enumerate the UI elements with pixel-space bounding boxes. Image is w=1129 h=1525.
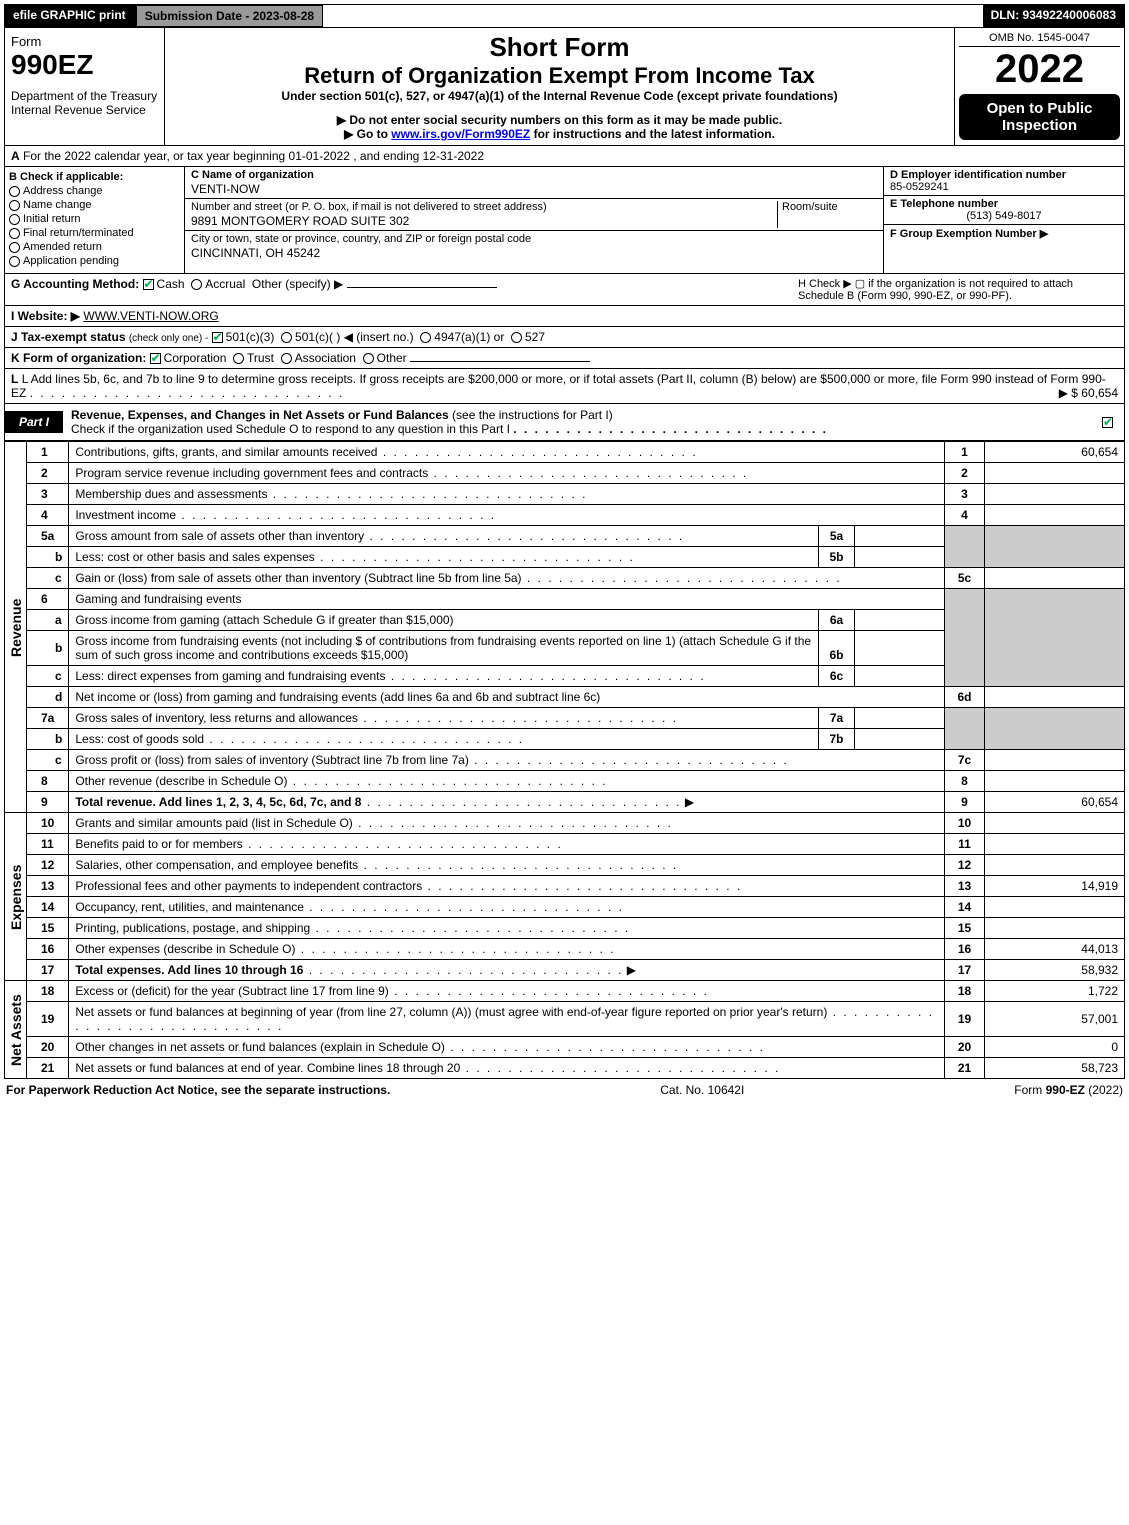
c-name-label: C Name of organization	[191, 169, 314, 181]
cb-address-change[interactable]: Address change	[9, 185, 180, 197]
ein-value: 85-0529241	[890, 181, 949, 193]
tax-year: 2022	[959, 47, 1120, 92]
cb-association[interactable]	[281, 353, 292, 364]
section-b: B Check if applicable: Address change Na…	[5, 167, 185, 273]
cb-schedule-o[interactable]	[1102, 417, 1113, 428]
room-suite-label: Room/suite	[777, 201, 877, 228]
header-goto: ▶ Go to www.irs.gov/Form990EZ for instru…	[175, 127, 944, 141]
cb-cash[interactable]	[143, 279, 154, 290]
part1-tab: Part I	[5, 411, 63, 433]
cb-corporation[interactable]	[150, 353, 161, 364]
irs-link[interactable]: www.irs.gov/Form990EZ	[391, 127, 530, 141]
efile-button[interactable]: efile GRAPHIC print	[5, 5, 136, 27]
part1-check-text: Check if the organization used Schedule …	[71, 422, 510, 436]
main-table: Revenue 1 Contributions, gifts, grants, …	[4, 441, 1125, 1079]
other-org-input[interactable]	[410, 361, 590, 362]
cb-final-return[interactable]: Final return/terminated	[9, 227, 180, 239]
total-expenses: 58,932	[985, 960, 1125, 981]
open-public-badge: Open to Public Inspection	[959, 94, 1120, 140]
header-right: OMB No. 1545-0047 2022 Open to Public In…	[954, 28, 1124, 145]
telephone-value: (513) 549-8017	[890, 210, 1118, 222]
line-a: A For the 2022 calendar year, or tax yea…	[4, 146, 1125, 167]
net-assets-eoy: 58,723	[985, 1058, 1125, 1079]
section-bcd: B Check if applicable: Address change Na…	[4, 167, 1125, 274]
section-def: D Employer identification number 85-0529…	[884, 167, 1124, 273]
c-street-label: Number and street (or P. O. box, if mail…	[191, 201, 547, 213]
part1-header: Part I Revenue, Expenses, and Changes in…	[4, 404, 1125, 441]
form-label: Form	[11, 34, 41, 49]
cb-initial-return[interactable]: Initial return	[9, 213, 180, 225]
goto-pre: ▶ Go to	[344, 127, 391, 141]
footer-right: Form 990-EZ (2022)	[1014, 1083, 1123, 1097]
line-g: G Accounting Method: Cash Accrual Other …	[11, 277, 798, 302]
l-amount: ▶ $ 60,654	[1059, 386, 1118, 400]
r1-fin: 1	[945, 442, 985, 463]
other-specify-input[interactable]	[347, 287, 497, 288]
form-header: Form 990EZ Department of the Treasury In…	[4, 28, 1125, 146]
k-label: K Form of organization:	[11, 351, 146, 365]
line-k: K Form of organization: Corporation Trus…	[4, 348, 1125, 369]
line-a-text: For the 2022 calendar year, or tax year …	[23, 149, 484, 163]
c-city-label: City or town, state or province, country…	[191, 233, 531, 245]
d-label: D Employer identification number	[890, 169, 1066, 181]
cb-501c[interactable]	[281, 332, 292, 343]
line-h: H Check ▶ ▢ if the organization is not r…	[798, 277, 1118, 302]
r1-desc: Contributions, gifts, grants, and simila…	[75, 445, 377, 459]
part1-title: Revenue, Expenses, and Changes in Net As…	[63, 404, 1094, 440]
r1-val: 60,654	[985, 442, 1125, 463]
line-l: L L Add lines 5b, 6c, and 7b to line 9 t…	[4, 369, 1125, 404]
total-revenue: 60,654	[985, 792, 1125, 813]
line-j: J Tax-exempt status (check only one) - 5…	[4, 327, 1125, 348]
vlabel-expenses: Expenses	[5, 813, 27, 981]
cb-4947[interactable]	[420, 332, 431, 343]
g-label: G Accounting Method:	[11, 277, 139, 291]
e-label: E Telephone number	[890, 198, 998, 210]
department-text: Department of the Treasury Internal Reve…	[11, 89, 158, 117]
i-label: I Website: ▶	[11, 309, 80, 323]
vlabel-revenue: Revenue	[5, 442, 27, 813]
omb-number: OMB No. 1545-0047	[959, 32, 1120, 47]
submission-date: Submission Date - 2023-08-28	[136, 5, 323, 27]
org-street: 9891 MONTGOMERY ROAD SUITE 302	[191, 214, 777, 228]
page-footer: For Paperwork Reduction Act Notice, see …	[4, 1079, 1125, 1101]
line-i: I Website: ▶ WWW.VENTI-NOW.ORG	[4, 306, 1125, 327]
cb-501c3[interactable]	[212, 332, 223, 343]
cb-accrual[interactable]	[191, 279, 202, 290]
header-left: Form 990EZ Department of the Treasury In…	[5, 28, 165, 145]
cb-application-pending[interactable]: Application pending	[9, 255, 180, 267]
return-title: Return of Organization Exempt From Incom…	[175, 63, 944, 89]
j-label: J Tax-exempt status	[11, 330, 126, 344]
j-tiny: (check only one) -	[129, 333, 208, 344]
cb-amended-return[interactable]: Amended return	[9, 241, 180, 253]
vlabel-netassets: Net Assets	[5, 981, 27, 1079]
short-form-title: Short Form	[175, 32, 944, 63]
cb-527[interactable]	[511, 332, 522, 343]
form-number: 990EZ	[11, 49, 94, 80]
cb-name-change[interactable]: Name change	[9, 199, 180, 211]
org-city: CINCINNATI, OH 45242	[191, 246, 877, 260]
r1-no: 1	[27, 442, 69, 463]
top-bar: efile GRAPHIC print Submission Date - 20…	[4, 4, 1125, 28]
goto-post: for instructions and the latest informat…	[530, 127, 775, 141]
header-subtitle: Under section 501(c), 527, or 4947(a)(1)…	[175, 89, 944, 103]
footer-left: For Paperwork Reduction Act Notice, see …	[6, 1083, 390, 1097]
website-link[interactable]: WWW.VENTI-NOW.ORG	[83, 309, 218, 323]
f-label: F Group Exemption Number ▶	[890, 228, 1048, 240]
header-center: Short Form Return of Organization Exempt…	[165, 28, 954, 145]
cb-trust[interactable]	[233, 353, 244, 364]
footer-center: Cat. No. 10642I	[660, 1083, 744, 1097]
line-a-label: A	[11, 149, 20, 163]
section-b-header: B Check if applicable:	[9, 171, 180, 183]
cb-other-org[interactable]	[363, 353, 374, 364]
header-warning: ▶ Do not enter social security numbers o…	[175, 113, 944, 127]
org-name: VENTI-NOW	[191, 182, 877, 196]
line-gh: G Accounting Method: Cash Accrual Other …	[4, 274, 1125, 306]
section-c: C Name of organization VENTI-NOW Number …	[185, 167, 884, 273]
dln-label: DLN: 93492240006083	[983, 5, 1124, 27]
